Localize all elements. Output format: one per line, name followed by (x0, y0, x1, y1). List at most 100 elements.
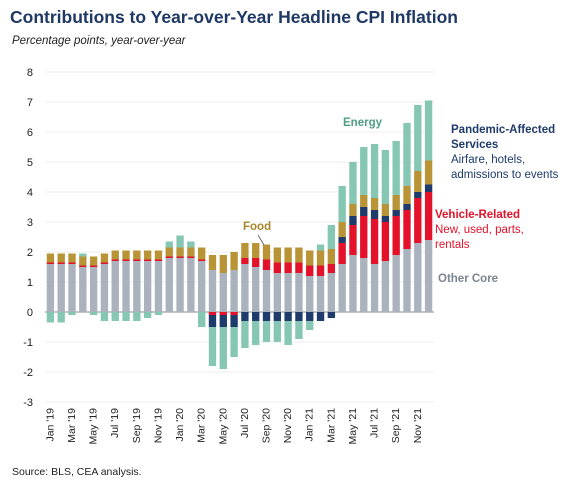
bar-segment-pandemic (208, 315, 217, 327)
x-tick-label: Jul '19 (109, 408, 121, 438)
bar-segment-energy (46, 312, 55, 323)
bar-segment-vehicle (252, 258, 260, 267)
bar-segment-other-core (68, 264, 76, 312)
bar-segment-food (306, 250, 314, 266)
bar-segment-food (360, 195, 368, 207)
bar-segment-energy (414, 105, 422, 171)
bar-segment-pandemic (338, 237, 346, 243)
bar-segment-vehicle (370, 219, 379, 264)
bar-segment-vehicle (68, 262, 76, 264)
x-tick-label: Nov '19 (152, 408, 164, 443)
bar-segment-other-core (187, 258, 195, 312)
bar-segment-energy (370, 144, 379, 198)
bar-segment-food (133, 250, 141, 260)
bar-segment-pandemic (316, 312, 325, 321)
bar-segment-food (46, 253, 55, 263)
bar-segment-pandemic (230, 315, 238, 327)
bar-segment-other-core (176, 258, 184, 312)
bar-segment-other-core (424, 240, 433, 312)
bar-segment-energy (381, 150, 390, 204)
bar-segment-other-core (57, 264, 65, 312)
bar-segment-vehicle (241, 258, 249, 264)
bar-segment-other-core (46, 264, 55, 312)
bar-segment-food (327, 249, 336, 264)
x-tick-label: Jul '21 (369, 408, 381, 438)
food-label-text: Food (243, 221, 272, 233)
bar-segment-pandemic (284, 312, 292, 321)
bar-segment-energy (154, 312, 163, 315)
bar-segment-other-core (392, 255, 400, 312)
bar-segment-energy (252, 321, 260, 345)
vehicle-title: Vehicle-Related (435, 209, 521, 221)
bar-segment-food (273, 247, 281, 263)
bar-segment-energy (122, 312, 130, 321)
bar-segment-other-core (327, 273, 336, 312)
pandemic-title-line-1: Pandemic-Affected (451, 124, 556, 136)
bar-segment-energy (241, 321, 249, 348)
bar-segment-energy (89, 312, 98, 315)
bar-segment-food (414, 171, 422, 192)
stacked-bar-chart: -3 -2 -1 0 1 2 3 4 5 6 7 8 Jan '19 Mar '19 May '19 Jul … (23, 67, 434, 444)
bar-segment-energy (284, 321, 292, 345)
x-tick-label: May '20 (217, 408, 229, 445)
bar-segment-vehicle (392, 216, 400, 255)
bar-segment-pandemic (360, 207, 368, 216)
bar-segment-vehicle (349, 225, 357, 255)
bar-segment-other-core (208, 270, 217, 312)
bar-segment-food (187, 247, 195, 257)
bar-segment-vehicle (154, 259, 163, 261)
other-core-label-text: Other Core (438, 273, 499, 285)
x-tick-label: Jan '21 (304, 408, 316, 442)
bar-segment-energy (403, 123, 411, 186)
bar-segment-pandemic (392, 210, 400, 216)
source-note: Source: BLS, CEA analysis. (12, 466, 142, 478)
bar-segment-food (424, 160, 433, 185)
bar-segment-other-core (111, 261, 119, 312)
bar-segment-vehicle (381, 222, 390, 261)
x-tick-label: Sep '19 (131, 408, 143, 443)
axes: -3 -2 -1 0 1 2 3 4 5 6 7 8 Jan '19 Mar '19 May '19 Jul … (23, 67, 424, 444)
vehicle-desc-line-1: New, used, parts, (435, 224, 524, 236)
bar-segment-food (262, 244, 271, 260)
gridlines (45, 71, 434, 403)
bar-segment-vehicle (165, 256, 173, 258)
energy-label: Energy (343, 116, 382, 131)
y-tick-label: 8 (27, 67, 33, 79)
bar-segment-pandemic (424, 184, 433, 192)
vehicle-related-label: Vehicle-Related New, used, parts, rental… (435, 208, 524, 253)
bar-segment-pandemic (241, 312, 249, 321)
bar-segment-vehicle (424, 192, 433, 240)
bar-segment-energy (219, 327, 227, 369)
bar-segment-food (403, 186, 411, 204)
bar-segment-vehicle (219, 312, 227, 315)
bar-segment-other-core (273, 273, 281, 312)
bar-segment-pandemic (414, 192, 422, 198)
y-tick-label: -3 (23, 397, 33, 409)
bar-segment-other-core (133, 261, 141, 312)
bar-segment-vehicle (414, 198, 422, 243)
bar-segment-food (252, 243, 260, 258)
bar-segment-other-core (230, 270, 238, 312)
bar-segment-vehicle (122, 259, 130, 261)
bar-segment-other-core (370, 264, 379, 312)
pandemic-desc-line-1: Airfare, hotels, (451, 154, 526, 166)
bar-segment-energy (198, 312, 206, 327)
bar-segment-energy (143, 312, 152, 318)
bar-segment-energy (262, 321, 271, 342)
bar-segment-energy (100, 312, 109, 321)
bar-segment-pandemic (306, 312, 314, 321)
bar-segment-food (198, 247, 206, 260)
bar-segment-vehicle (230, 312, 238, 315)
x-tick-label: Jul '20 (239, 408, 251, 438)
bar-segment-food (349, 204, 357, 216)
bar-segment-other-core (360, 258, 368, 312)
bar-segment-food (89, 256, 98, 266)
bar-segment-energy (79, 253, 87, 257)
bar-segment-vehicle (273, 262, 281, 273)
y-tick-label: 2 (27, 247, 33, 259)
x-tick-label: Nov '20 (282, 408, 294, 443)
bar-segment-vehicle (133, 259, 141, 261)
bar-segment-pandemic (262, 312, 271, 321)
bar-segment-vehicle (79, 265, 87, 267)
bar-segment-food (208, 255, 217, 270)
